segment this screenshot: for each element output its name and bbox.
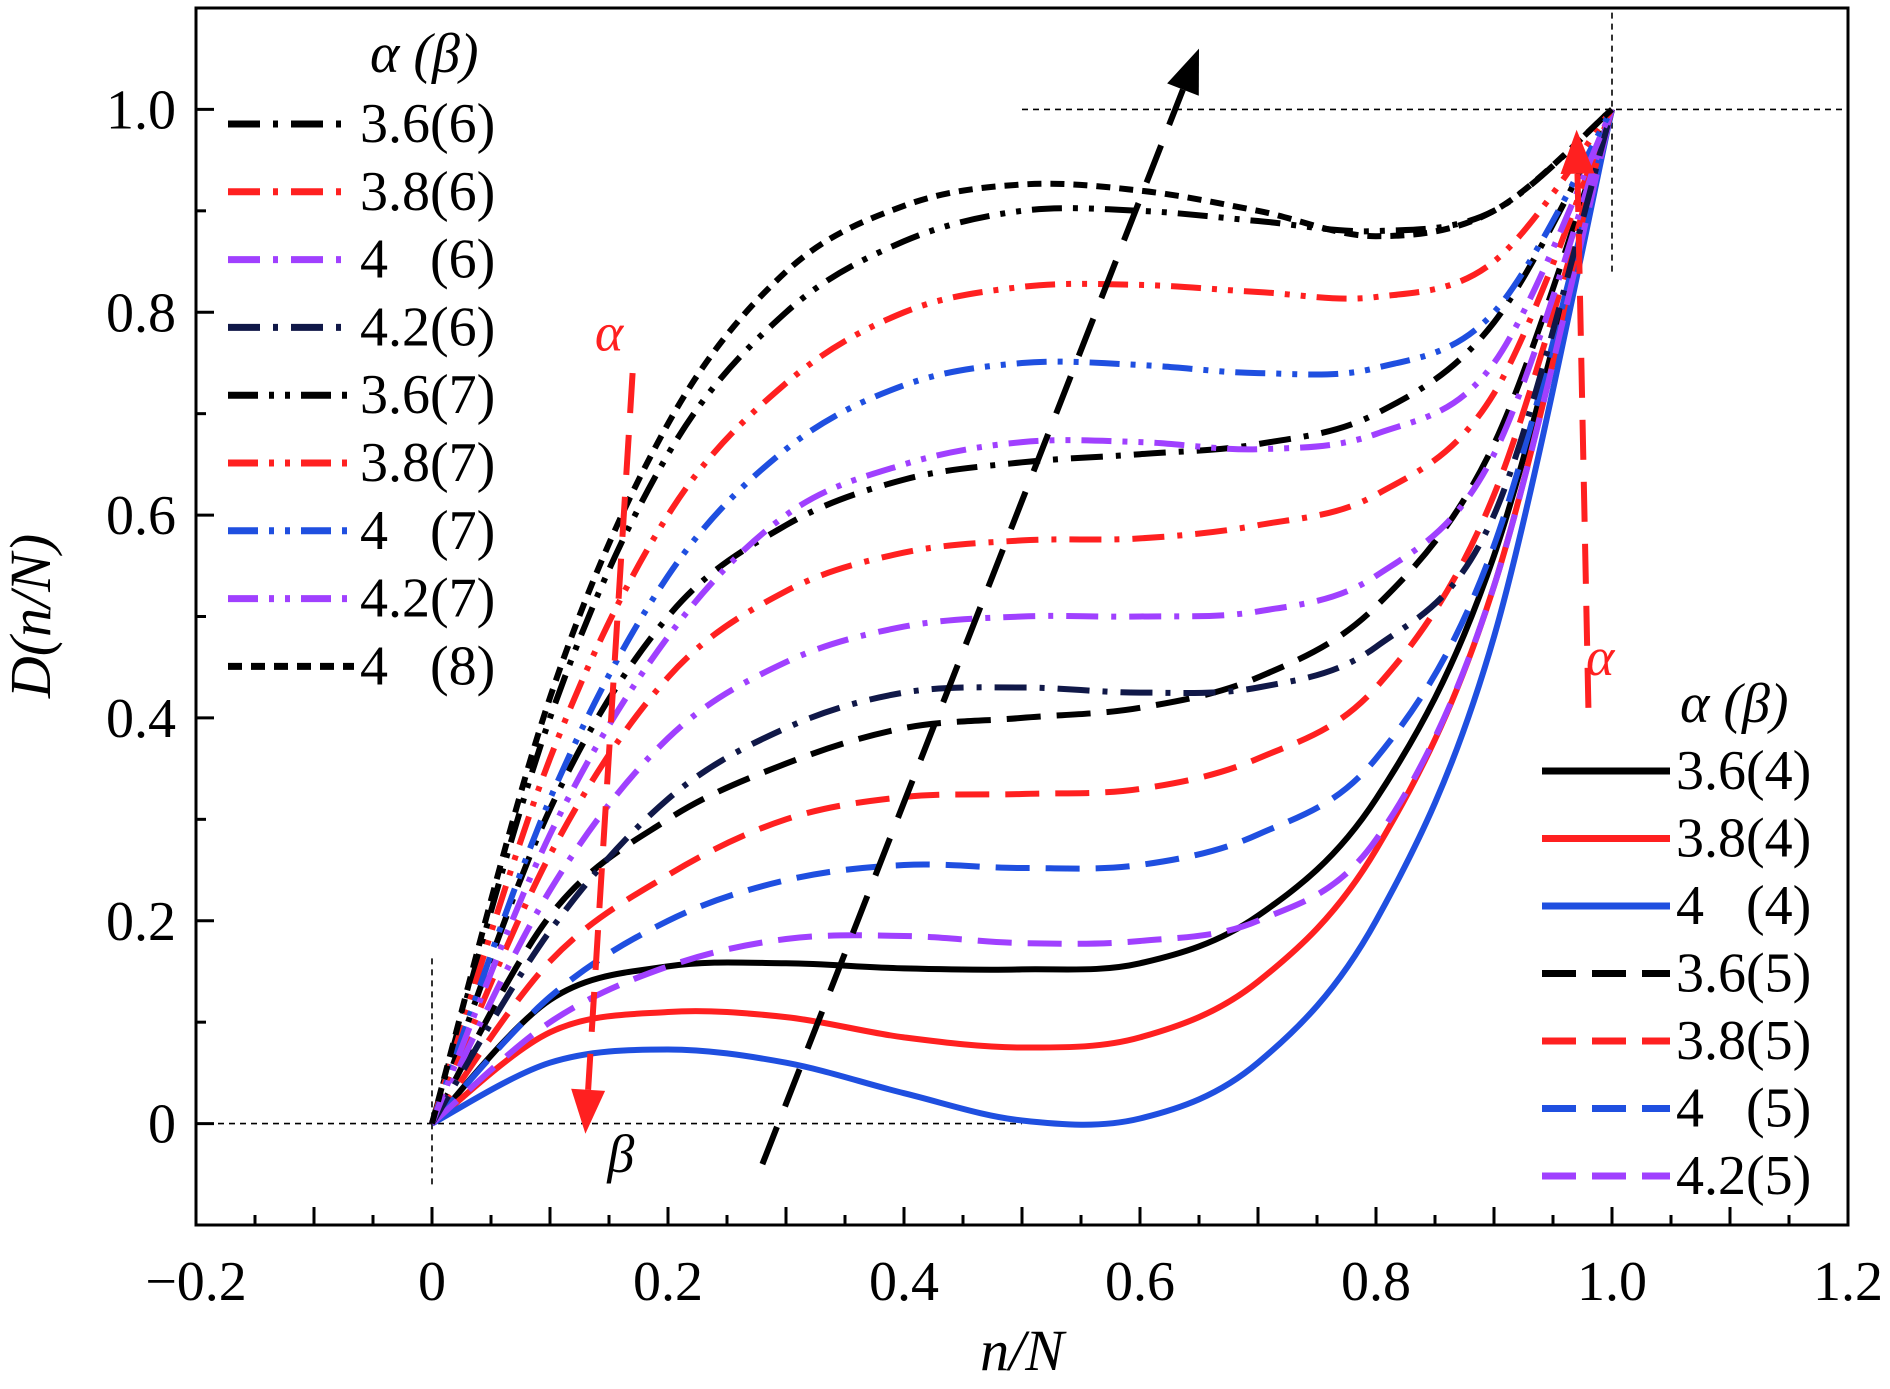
legend-label: 3.8(6) xyxy=(360,161,495,223)
series-line-15 xyxy=(429,107,1614,1125)
trend-arrow-shaft-0 xyxy=(759,88,1186,1166)
reference-lines xyxy=(196,8,1848,1185)
legend-label: 4 (4) xyxy=(1676,875,1811,937)
annotations: α β α xyxy=(595,303,1616,1184)
series-line-5 xyxy=(429,108,1615,1126)
trend-arrow-head-2 xyxy=(1560,129,1595,175)
y-tick-label: 0.4 xyxy=(106,688,176,750)
legend-label: 3.8(7) xyxy=(360,432,495,494)
x-tick-label: 1.2 xyxy=(1813,1251,1883,1313)
series-line-8 xyxy=(429,108,1615,1125)
trend-arrows xyxy=(571,48,1595,1166)
y-tick-label: 1.0 xyxy=(106,79,176,141)
series-line-13 xyxy=(429,107,1615,1125)
series-line-4 xyxy=(429,108,1615,1126)
series-line-10 xyxy=(429,108,1615,1126)
legend-left: α (β) 3.6(6)3.8(6)4 (6)4.2(6)3.6(7)3.8(7)… xyxy=(228,23,495,697)
legend-title: α (β) xyxy=(1680,673,1789,735)
x-tick-label: 0.2 xyxy=(633,1251,703,1313)
legend-label: 4 (7) xyxy=(360,500,495,562)
series-line-14 xyxy=(429,108,1615,1125)
axis-ticks: −0.2 0 0.2 0.4 0.6 0.8 1.0 1.2 0 0.2 0.4 0.6 0.8 1.0 xyxy=(106,79,1883,1313)
x-tick-label: 1.0 xyxy=(1577,1251,1647,1313)
legend-label: 4.2(6) xyxy=(360,296,495,358)
legend-label: 3.8(4) xyxy=(1676,808,1811,870)
x-tick-label: 0.8 xyxy=(1341,1251,1411,1313)
trend-arrow-shaft-2 xyxy=(1574,173,1592,708)
legend-right: α (β)3.6(4)3.8(4)4 (4)3.6(5)3.8(5)4 (5)4… xyxy=(1542,673,1811,1207)
trend-arrow-head-0 xyxy=(1167,48,1199,96)
legend-label: 3.8(5) xyxy=(1676,1010,1811,1072)
y-tick-label: 0 xyxy=(148,1094,176,1156)
y-tick-label: 0.2 xyxy=(106,891,176,953)
x-tick-label: 0 xyxy=(418,1251,446,1313)
legend-label: 3.6(7) xyxy=(360,364,495,426)
legend-label: 3.6(6) xyxy=(360,93,495,155)
x-axis-title: n/N xyxy=(980,1318,1067,1383)
series-line-6 xyxy=(430,108,1615,1126)
series-line-9 xyxy=(429,108,1615,1125)
x-tick-label: 0.6 xyxy=(1105,1251,1175,1313)
series-line-7 xyxy=(429,107,1615,1125)
annotation-label: β xyxy=(606,1124,634,1184)
y-tick-label: 0.8 xyxy=(106,282,176,344)
annotation-label: α xyxy=(1586,627,1616,687)
legend-label: 3.6(4) xyxy=(1676,740,1811,802)
legend-label: 3.6(5) xyxy=(1676,943,1811,1005)
legend-label: 4 (8) xyxy=(360,635,495,697)
series-line-2 xyxy=(430,108,1615,1128)
legend-label: 4.2(7) xyxy=(360,568,495,630)
x-tick-label: −0.2 xyxy=(145,1251,247,1313)
series-line-0 xyxy=(429,108,1615,1126)
legend-title: α (β) xyxy=(370,23,479,85)
series-lines xyxy=(429,107,1615,1128)
y-axis-title: D(n/N) xyxy=(0,534,63,699)
series-line-12 xyxy=(429,107,1615,1125)
x-tick-label: 0.4 xyxy=(869,1251,939,1313)
y-tick-label: 0.6 xyxy=(106,485,176,547)
legend-label: 4 (6) xyxy=(360,229,495,291)
legend-label: 4 (5) xyxy=(1676,1078,1811,1140)
trend-arrow-head-1 xyxy=(571,1088,606,1134)
series-line-11 xyxy=(429,107,1614,1125)
legend-label: 4.2(5) xyxy=(1676,1145,1811,1207)
annotation-label: α xyxy=(595,303,625,363)
